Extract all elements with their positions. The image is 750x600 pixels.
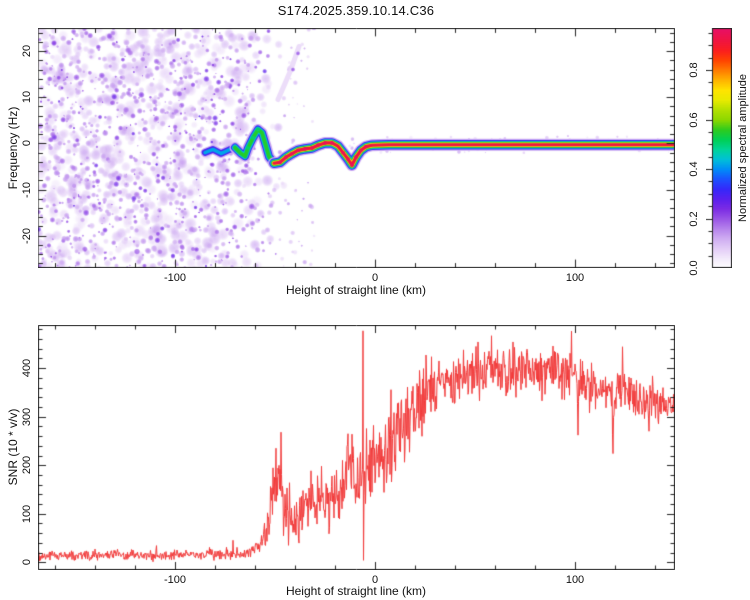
spectrogram-xlabel: Height of straight line (km) [285,283,427,297]
colorbar-tick-label: 0.4 [688,161,700,177]
snr-xlabel: Height of straight line (km) [285,584,427,598]
figure-title: S174.2025.359.10.14.C36 [277,3,435,18]
colorbar [706,28,732,268]
spectrogram-plot [38,28,675,268]
x-tick-label: 0 [371,574,379,586]
colorbar-label: Normalized spectral amplitude [737,74,749,222]
y-tick-label: 400 [21,358,33,378]
snr-plot [38,325,675,570]
x-tick-label: -100 [163,272,187,284]
spectrogram-ylabel: Frequency (Hz) [6,106,20,190]
colorbar-tick-label: 0.0 [688,260,700,276]
y-tick-label: 0 [21,140,33,147]
y-tick-label: 200 [21,456,33,475]
colorbar-tick-label: 0.6 [688,111,700,128]
y-tick-label: -20 [21,227,33,244]
y-tick-label: 10 [21,91,33,104]
y-tick-label: -10 [21,181,33,198]
y-tick-label: 0 [21,559,33,566]
x-tick-label: 100 [565,272,585,284]
x-tick-label: 0 [371,272,379,284]
y-tick-label: 100 [21,504,33,523]
snr-ylabel: SNR (10 * v/v) [6,408,20,486]
x-tick-label: 100 [565,574,585,586]
y-tick-label: 20 [21,44,33,58]
colorbar-tick-label: 0.2 [688,210,700,227]
colorbar-tick-label: 0.8 [688,62,700,78]
y-tick-label: 300 [21,407,33,426]
x-tick-label: -100 [163,574,187,586]
